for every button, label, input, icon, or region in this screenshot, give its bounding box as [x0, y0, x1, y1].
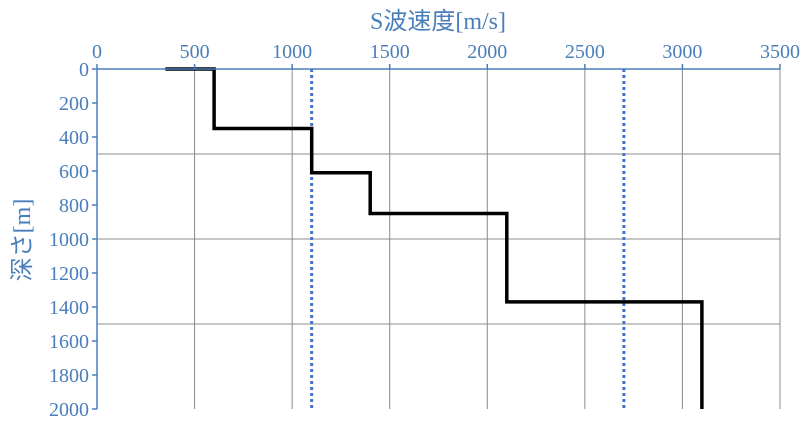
x-tick-label: 1000 [272, 41, 312, 63]
axis-layer [92, 64, 781, 410]
series-layer [165, 67, 704, 409]
x-tick-label: 1500 [370, 41, 410, 63]
y-tick-label: 1200 [49, 263, 89, 285]
y-tick-label: 1600 [49, 331, 89, 353]
velocity-profile-line [165, 67, 704, 409]
x-tick-label: 500 [180, 41, 210, 63]
x-tick-label: 2000 [467, 41, 507, 63]
y-tick-label: 600 [59, 161, 89, 183]
x-tick-label: 3000 [662, 41, 702, 63]
x-tick-label: 3500 [760, 41, 800, 63]
y-tick-label: 0 [79, 59, 89, 81]
y-tick-label: 2000 [49, 399, 89, 421]
x-tick-label: 0 [92, 41, 102, 63]
y-tick-label: 800 [59, 195, 89, 217]
grid-layer [97, 69, 781, 409]
x-axis-title: S波速度[m/s] [370, 8, 506, 35]
x-tick-label: 2500 [565, 41, 605, 63]
y-tick-label: 1800 [49, 365, 89, 387]
y-tick-label: 1000 [49, 229, 89, 251]
tick-labels-layer: 0 500 1000 1500 2000 2500 3000 3500 0 200 400 600 80… [49, 41, 800, 421]
reference-lines-layer [310, 69, 626, 409]
y-tick-label: 400 [59, 127, 89, 149]
y-tick-label: 200 [59, 93, 89, 115]
y-axis-title: 深さ[m] [9, 199, 36, 282]
y-tick-label: 1400 [49, 297, 89, 319]
